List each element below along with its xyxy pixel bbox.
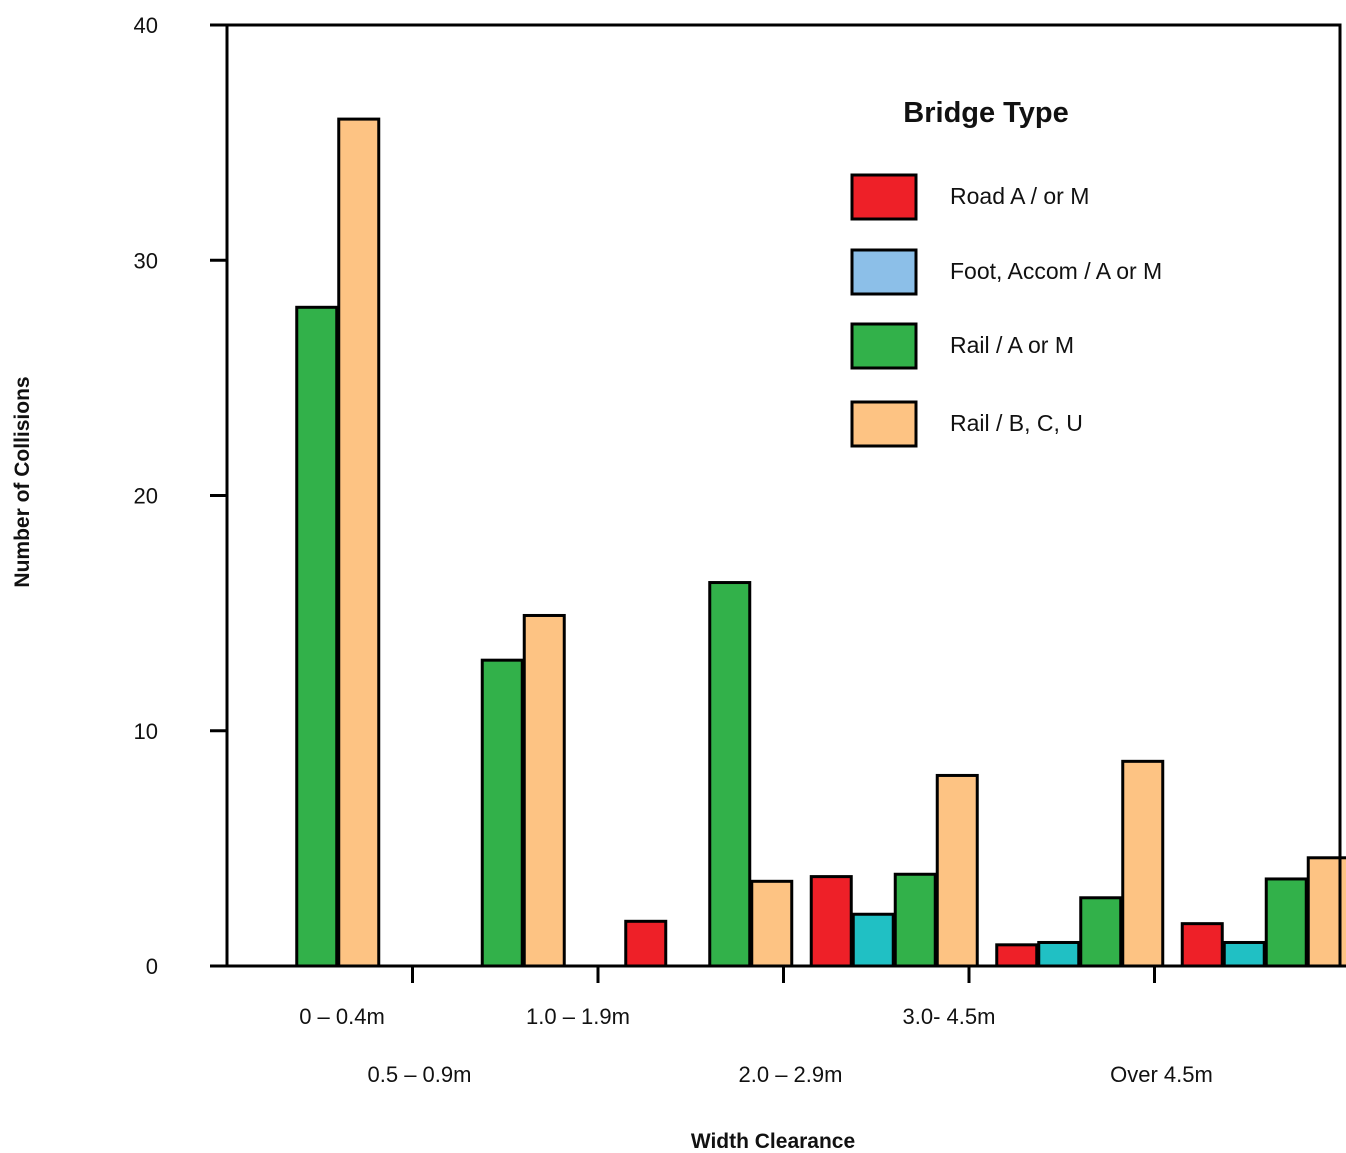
x-axis: 0 – 0.4m 0.5 – 0.9m 1.0 – 1.9m 2.0 – 2.9m 3.…	[299, 966, 1213, 1087]
y-tick-label: 10	[134, 719, 158, 744]
bar	[851, 912, 895, 968]
x-tick-label: 0.5 – 0.9m	[368, 1062, 472, 1087]
legend: Bridge Type Road A / or M Foot, Accom / A…	[850, 97, 1162, 448]
legend-swatch	[850, 248, 918, 296]
legend-title: Bridge Type	[903, 97, 1068, 129]
legend-label: Foot, Accom / A or M	[950, 258, 1162, 284]
legend-swatch	[850, 400, 918, 448]
legend-label: Rail / A or M	[950, 332, 1074, 358]
bar	[708, 581, 752, 968]
bar	[1222, 940, 1266, 968]
y-axis: 0 10 20 30 40	[134, 13, 227, 979]
y-tick-label: 30	[134, 248, 158, 273]
y-tick-label: 40	[134, 13, 158, 38]
bar	[337, 117, 381, 968]
bar	[750, 879, 794, 968]
y-tick-label: 0	[146, 954, 158, 979]
y-axis-title: Number of Collisions	[11, 376, 34, 587]
legend-swatch	[850, 322, 918, 370]
bar	[935, 773, 979, 968]
x-tick-label: 3.0- 4.5m	[903, 1004, 996, 1029]
bar	[995, 943, 1039, 968]
legend-label: Rail / B, C, U	[950, 410, 1083, 436]
bar	[1121, 759, 1165, 968]
bar	[1180, 922, 1224, 968]
bar	[893, 872, 937, 968]
bar	[809, 875, 853, 968]
bar	[1264, 877, 1308, 968]
bar	[624, 919, 668, 968]
x-tick-label: 1.0 – 1.9m	[526, 1004, 630, 1029]
x-axis-title: Width Clearance	[691, 1130, 855, 1153]
bar	[295, 305, 339, 968]
bars-layer	[295, 117, 1346, 968]
bar	[1037, 940, 1081, 968]
bar	[1079, 896, 1123, 968]
bar	[480, 658, 524, 968]
bar	[522, 613, 566, 968]
plot-frame	[225, 23, 1342, 968]
x-tick-label: 0 – 0.4m	[299, 1004, 385, 1029]
x-tick-label: 2.0 – 2.9m	[739, 1062, 843, 1087]
x-tick-label: Over 4.5m	[1110, 1062, 1213, 1087]
legend-swatch	[850, 173, 918, 221]
y-tick-label: 20	[134, 484, 158, 509]
legend-label: Road A / or M	[950, 183, 1089, 209]
